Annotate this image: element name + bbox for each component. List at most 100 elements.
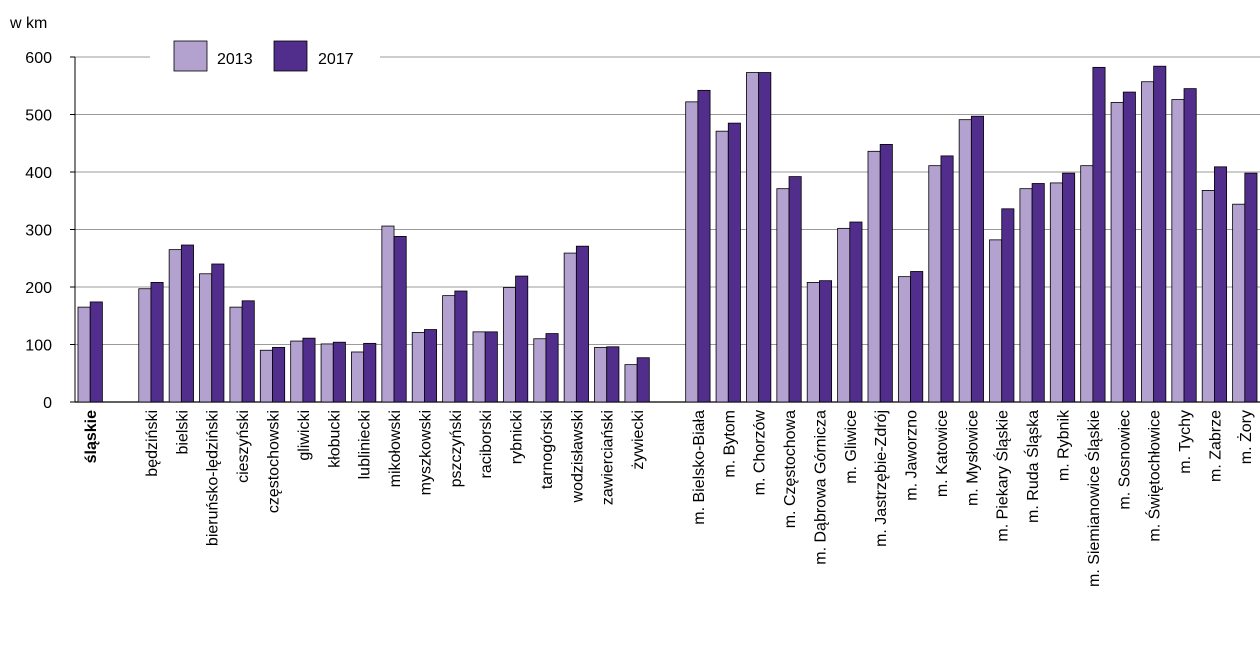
bar-2013-wodzisławski <box>563 252 577 403</box>
bar-2013-pszczyński <box>442 295 456 403</box>
bar-2013-m. Świętochłowice <box>1141 81 1155 403</box>
bar-2017-m. Ruda Śląska <box>1031 183 1045 403</box>
x-tick-label: m. Jastrzębie-Zdrój <box>873 410 890 547</box>
bar-2013-m. Ruda Śląska <box>1019 188 1033 403</box>
bar-2017-mikołowski <box>393 235 407 403</box>
bar-2017-m. Bytom <box>727 122 741 403</box>
bar-2017-śląskie <box>89 301 103 403</box>
x-tick-label: myszkowski <box>417 410 434 495</box>
x-tick-label: raciborski <box>478 410 495 478</box>
x-tick-label: lubliniecki <box>357 410 374 479</box>
legend-label-2017: 2017 <box>318 51 354 68</box>
bar-2017-m. Mysłowice <box>970 115 984 403</box>
bar-2017-pszczyński <box>454 290 468 403</box>
x-tick-label: m. Sosnowiec <box>1116 410 1133 510</box>
bar-2017-rybnicki <box>515 275 529 403</box>
y-tick-label: 100 <box>25 338 52 355</box>
bar-2017-kłobucki <box>332 341 346 403</box>
bar-2017-m. Tychy <box>1183 88 1197 403</box>
bar-2017-m. Rybnik <box>1062 172 1076 403</box>
x-axis-ticks: śląskie będziński bielski bieruńsko-lędzińs… <box>83 409 1255 587</box>
x-tick-label: żywiecki <box>630 410 647 470</box>
bar-2017-m. Chorzów <box>758 72 772 403</box>
bar-2017-m. Sosnowiec <box>1122 91 1136 403</box>
bar-2013-cieszyński <box>229 306 243 403</box>
x-tick-label: m. Mysłowice <box>964 410 981 506</box>
bar-2013-gliwicki <box>290 340 304 403</box>
x-tick-label: zawierciański <box>600 410 617 505</box>
bar-2017-bieruńsko-lędziński <box>211 263 225 403</box>
x-tick-label: wodzisławski <box>569 410 586 503</box>
x-tick-label: m. Katowice <box>934 410 951 497</box>
x-tick-label: m. Piekary Śląskie <box>993 410 1012 542</box>
x-tick-label: kłobucki <box>326 410 343 468</box>
bar-2013-m. Chorzów <box>746 72 760 403</box>
bar-2017-m. Świętochłowice <box>1153 65 1167 403</box>
bar-2017-bielski <box>180 244 194 403</box>
bar-2013-m. Sosnowiec <box>1110 102 1124 403</box>
bar-2013-żywiecki <box>624 364 638 403</box>
bar-2013-m. Dąbrowa Górnicza <box>806 281 820 403</box>
x-tick-label: rybnicki <box>509 410 526 464</box>
x-tick-label: cieszyński <box>235 410 252 483</box>
bar-2013-śląskie <box>77 306 91 403</box>
x-tick-label: m. Ruda Śląska <box>1023 410 1042 523</box>
bar-2013-m. Mysłowice <box>958 119 972 403</box>
x-tick-label: m. Zabrze <box>1207 410 1224 482</box>
bar-2013-m. Zabrze <box>1201 189 1215 403</box>
y-axis-ticks: 0 100 200 300 400 500 600 <box>25 50 76 412</box>
x-tick-label: bielski <box>174 410 191 454</box>
x-tick-label: m. Siemianowice Śląskie <box>1084 410 1103 587</box>
x-tick-label: m. Żory <box>1236 410 1255 464</box>
bar-2017-m. Częstochowa <box>788 176 802 403</box>
bar-2013-m. Żory <box>1232 203 1246 403</box>
bar-2013-częstochowski <box>259 349 273 403</box>
x-tick-label: gliwicki <box>296 410 313 461</box>
x-tick-label: mikołowski <box>387 410 404 487</box>
legend: 2013 2017 <box>150 40 380 76</box>
y-tick-label: 300 <box>25 223 52 240</box>
x-tick-label: m. Świętochłowice <box>1145 410 1164 542</box>
bar-2017-m. Jastrzębie-Zdrój <box>879 143 893 403</box>
bar-2017-m. Siemianowice Śląskie <box>1092 66 1106 403</box>
legend-swatch-2017 <box>273 40 308 72</box>
bar-2013-m. Bielsko-Biała <box>685 101 699 403</box>
bar-2013-m. Rybnik <box>1049 182 1063 403</box>
bar-2013-m. Siemianowice Śląskie <box>1080 165 1094 403</box>
bars <box>77 65 1258 403</box>
bar-2013-m. Tychy <box>1171 99 1185 403</box>
bar-2013-m. Jaworzno <box>897 276 911 403</box>
bar-2013-raciborski <box>472 331 486 403</box>
x-tick-label: bieruńsko-lędziński <box>205 410 222 546</box>
bar-2013-mikołowski <box>381 225 395 403</box>
bar-2017-m. Dąbrowa Górnicza <box>819 280 833 403</box>
y-tick-label: 600 <box>25 50 52 67</box>
bar-2017-m. Katowice <box>940 155 954 403</box>
x-tick-label: m. Rybnik <box>1056 409 1073 481</box>
x-tick-label: m. Dąbrowa Górnicza <box>812 410 829 565</box>
legend-label-2013: 2013 <box>217 51 253 68</box>
bar-2017-lubliniecki <box>363 342 377 403</box>
x-tick-label: pszczyński <box>448 410 465 487</box>
bar-2017-gliwicki <box>302 337 316 403</box>
bar-2017-myszkowski <box>424 329 438 403</box>
bar-2013-m. Gliwice <box>837 227 851 403</box>
x-tick-label: częstochowski <box>266 410 283 513</box>
y-tick-label: 0 <box>43 395 52 412</box>
bar-2013-zawierciański <box>594 346 608 403</box>
bar-2013-m. Jastrzębie-Zdrój <box>867 150 881 403</box>
x-tick-label: m. Tychy <box>1177 410 1194 474</box>
bar-2017-zawierciański <box>606 346 620 403</box>
bar-2017-będziński <box>150 281 164 403</box>
y-tick-label: 500 <box>25 108 52 125</box>
bar-2017-wodzisławski <box>575 245 589 403</box>
y-unit-label: w km <box>9 15 47 32</box>
bar-2013-tarnogórski <box>533 338 547 403</box>
bar-2013-m. Bytom <box>715 130 729 403</box>
y-tick-label: 400 <box>25 165 52 182</box>
x-tick-label: m. Częstochowa <box>782 410 799 528</box>
bar-2013-kłobucki <box>320 343 334 403</box>
bar-2017-m. Gliwice <box>849 221 863 403</box>
x-tick-label: m. Gliwice <box>843 410 860 484</box>
x-tick-label: tarnogórski <box>539 410 556 489</box>
